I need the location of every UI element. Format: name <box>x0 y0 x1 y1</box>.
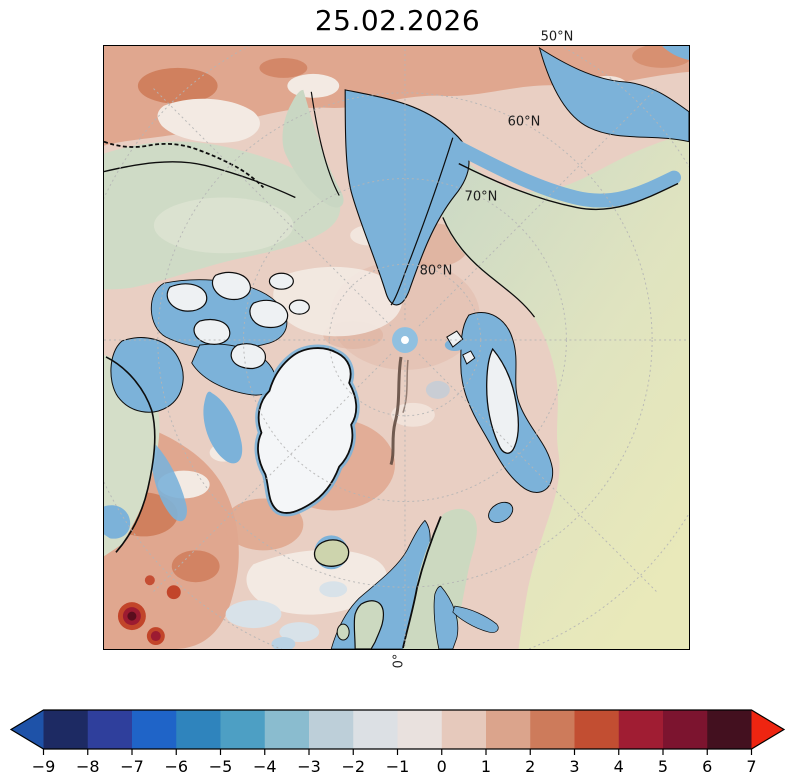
colorbar-segment <box>663 710 708 749</box>
colorbar-tick-label: −9 <box>32 757 56 776</box>
eurasia-landmass <box>440 133 689 649</box>
colorbar-segment <box>43 710 89 749</box>
ireland <box>336 623 350 641</box>
siberian-coastal-water <box>447 138 682 208</box>
siberia-coastline <box>458 162 679 211</box>
colorbar-tick-label: 7 <box>746 757 756 776</box>
davis-strait <box>203 391 243 464</box>
colorbar-segment <box>397 710 443 749</box>
iceland <box>313 539 350 567</box>
colorbar-segment <box>264 710 310 749</box>
colorbar-segment <box>132 710 177 749</box>
bering-sea <box>344 89 470 306</box>
colorbar-tick-label: −8 <box>76 757 100 776</box>
map-canvas <box>103 45 690 650</box>
colorbar-segment <box>87 710 133 749</box>
colorbar-tick-label: −1 <box>386 757 410 776</box>
colorbar-tick-label: −6 <box>164 757 188 776</box>
colorbar-tick-label: −7 <box>120 757 144 776</box>
colorbar-segment <box>486 710 531 749</box>
novaya-zemlya <box>486 347 519 454</box>
colorbar-tick-label: −3 <box>297 757 321 776</box>
graticule-label-50n: 50°N <box>540 29 574 45</box>
alaska-landmass <box>104 141 341 290</box>
labrador-coastal-water <box>151 444 187 522</box>
alaska-coastline <box>104 161 296 199</box>
colorbar-tick-label: 6 <box>702 757 712 776</box>
graticule-label-0-meridian: 0° <box>391 653 407 669</box>
colorbar-tick-label: 5 <box>658 757 668 776</box>
colorbar-segment <box>574 710 620 749</box>
white-sea <box>488 501 514 524</box>
contour-streaks <box>389 356 409 466</box>
colorbar-tick-label: −5 <box>209 757 233 776</box>
labrador-coastline <box>105 356 156 553</box>
greenland <box>254 344 360 517</box>
colorbar-tick-label: 3 <box>569 757 579 776</box>
graticule-label-80n: 80°N <box>419 263 453 279</box>
graticule-label-60n: 60°N <box>507 114 541 130</box>
colorbar-tick-label: −2 <box>341 757 365 776</box>
hudson-bay <box>110 337 184 413</box>
colorbar-segment <box>530 710 575 749</box>
colorbar-segment <box>618 710 664 749</box>
colorbar-segment <box>220 710 266 749</box>
scandinavia-region <box>313 508 499 649</box>
colorbar-over-arrow <box>751 710 784 749</box>
colorbar-tick-label: 2 <box>525 757 535 776</box>
chukotka-landmass <box>282 89 344 208</box>
greenland-ice-sheet <box>257 347 358 514</box>
colorbar-segment <box>353 710 398 749</box>
taymyr-coastline <box>442 217 536 318</box>
okhotsk-strip <box>538 46 689 143</box>
gulf-of-finland <box>452 605 499 633</box>
arctic-islands <box>166 271 519 454</box>
svalbard <box>446 330 464 348</box>
figure-title: 25.02.2026 <box>314 4 481 37</box>
colorbar-segment <box>441 710 487 749</box>
colorbar-tick-label: 1 <box>481 757 491 776</box>
map-svg <box>104 46 689 649</box>
colorbar-under-arrow <box>11 710 44 749</box>
colorbar-segment <box>176 710 221 749</box>
norway-coastline <box>402 516 442 649</box>
great-britain <box>353 600 385 649</box>
colorbar-tick-label: −4 <box>253 757 277 776</box>
colorbar-segment <box>309 710 354 749</box>
anomaly-hotspot <box>117 575 181 646</box>
coastlines <box>104 91 679 553</box>
colorbar-svg: −9 −8 −7 −6 −5 −4 −3 −2 −1 0 1 2 3 4 5 6 7 <box>9 709 786 776</box>
colorbar-tick-label: 0 <box>437 757 447 776</box>
graticule-grid <box>104 46 689 649</box>
graticule-label-70n: 70°N <box>464 189 498 205</box>
colorbar-tick-label: 4 <box>614 757 624 776</box>
pole-marker <box>392 327 418 353</box>
gridline-60n <box>157 92 653 588</box>
colorbar-segment <box>707 710 752 749</box>
